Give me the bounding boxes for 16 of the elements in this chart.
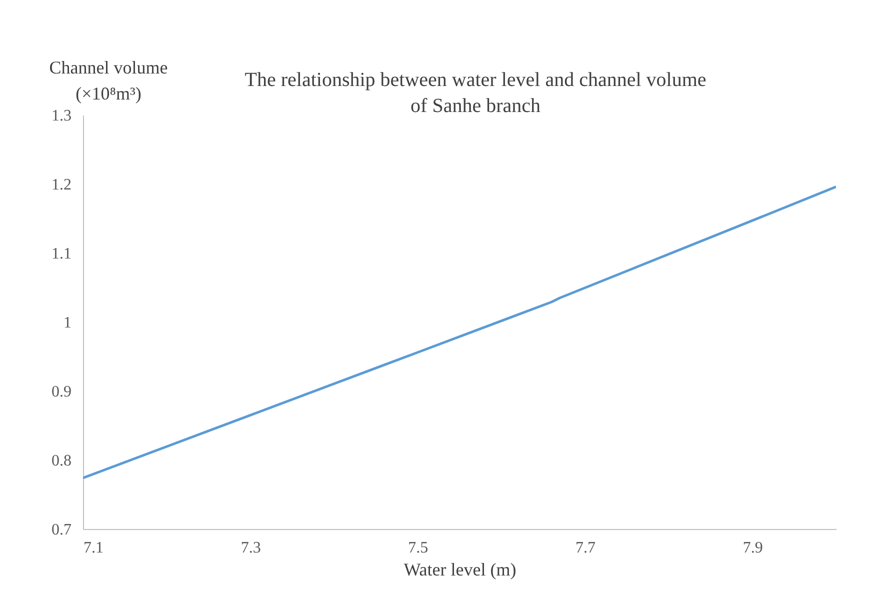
y-tick-label: 1 — [64, 314, 72, 332]
chart-title: The relationship between water level and channel volume of Sanhe branch — [244, 69, 706, 117]
line-series — [83, 186, 836, 480]
x-axis-title: Water level (m) — [404, 560, 516, 580]
y-tick-label: 0.7 — [52, 522, 72, 538]
x-tick-label: 7.1 — [84, 540, 104, 556]
x-tick-label: 7.5 — [408, 540, 428, 556]
x-tick-label: 7.9 — [742, 540, 763, 556]
y-tick-label: 1.2 — [52, 176, 72, 194]
x-tick-label: 7.3 — [240, 540, 261, 556]
y-tick-label: 1.1 — [52, 246, 72, 262]
x-tick-label: 7.7 — [576, 540, 596, 556]
y-tick-label: 1.3 — [52, 108, 72, 124]
y-axis-title: Channel volume (×10⁸m³) — [49, 58, 168, 104]
y-tick-label: 0.8 — [52, 452, 72, 470]
y-tick-label: 0.9 — [52, 384, 72, 400]
